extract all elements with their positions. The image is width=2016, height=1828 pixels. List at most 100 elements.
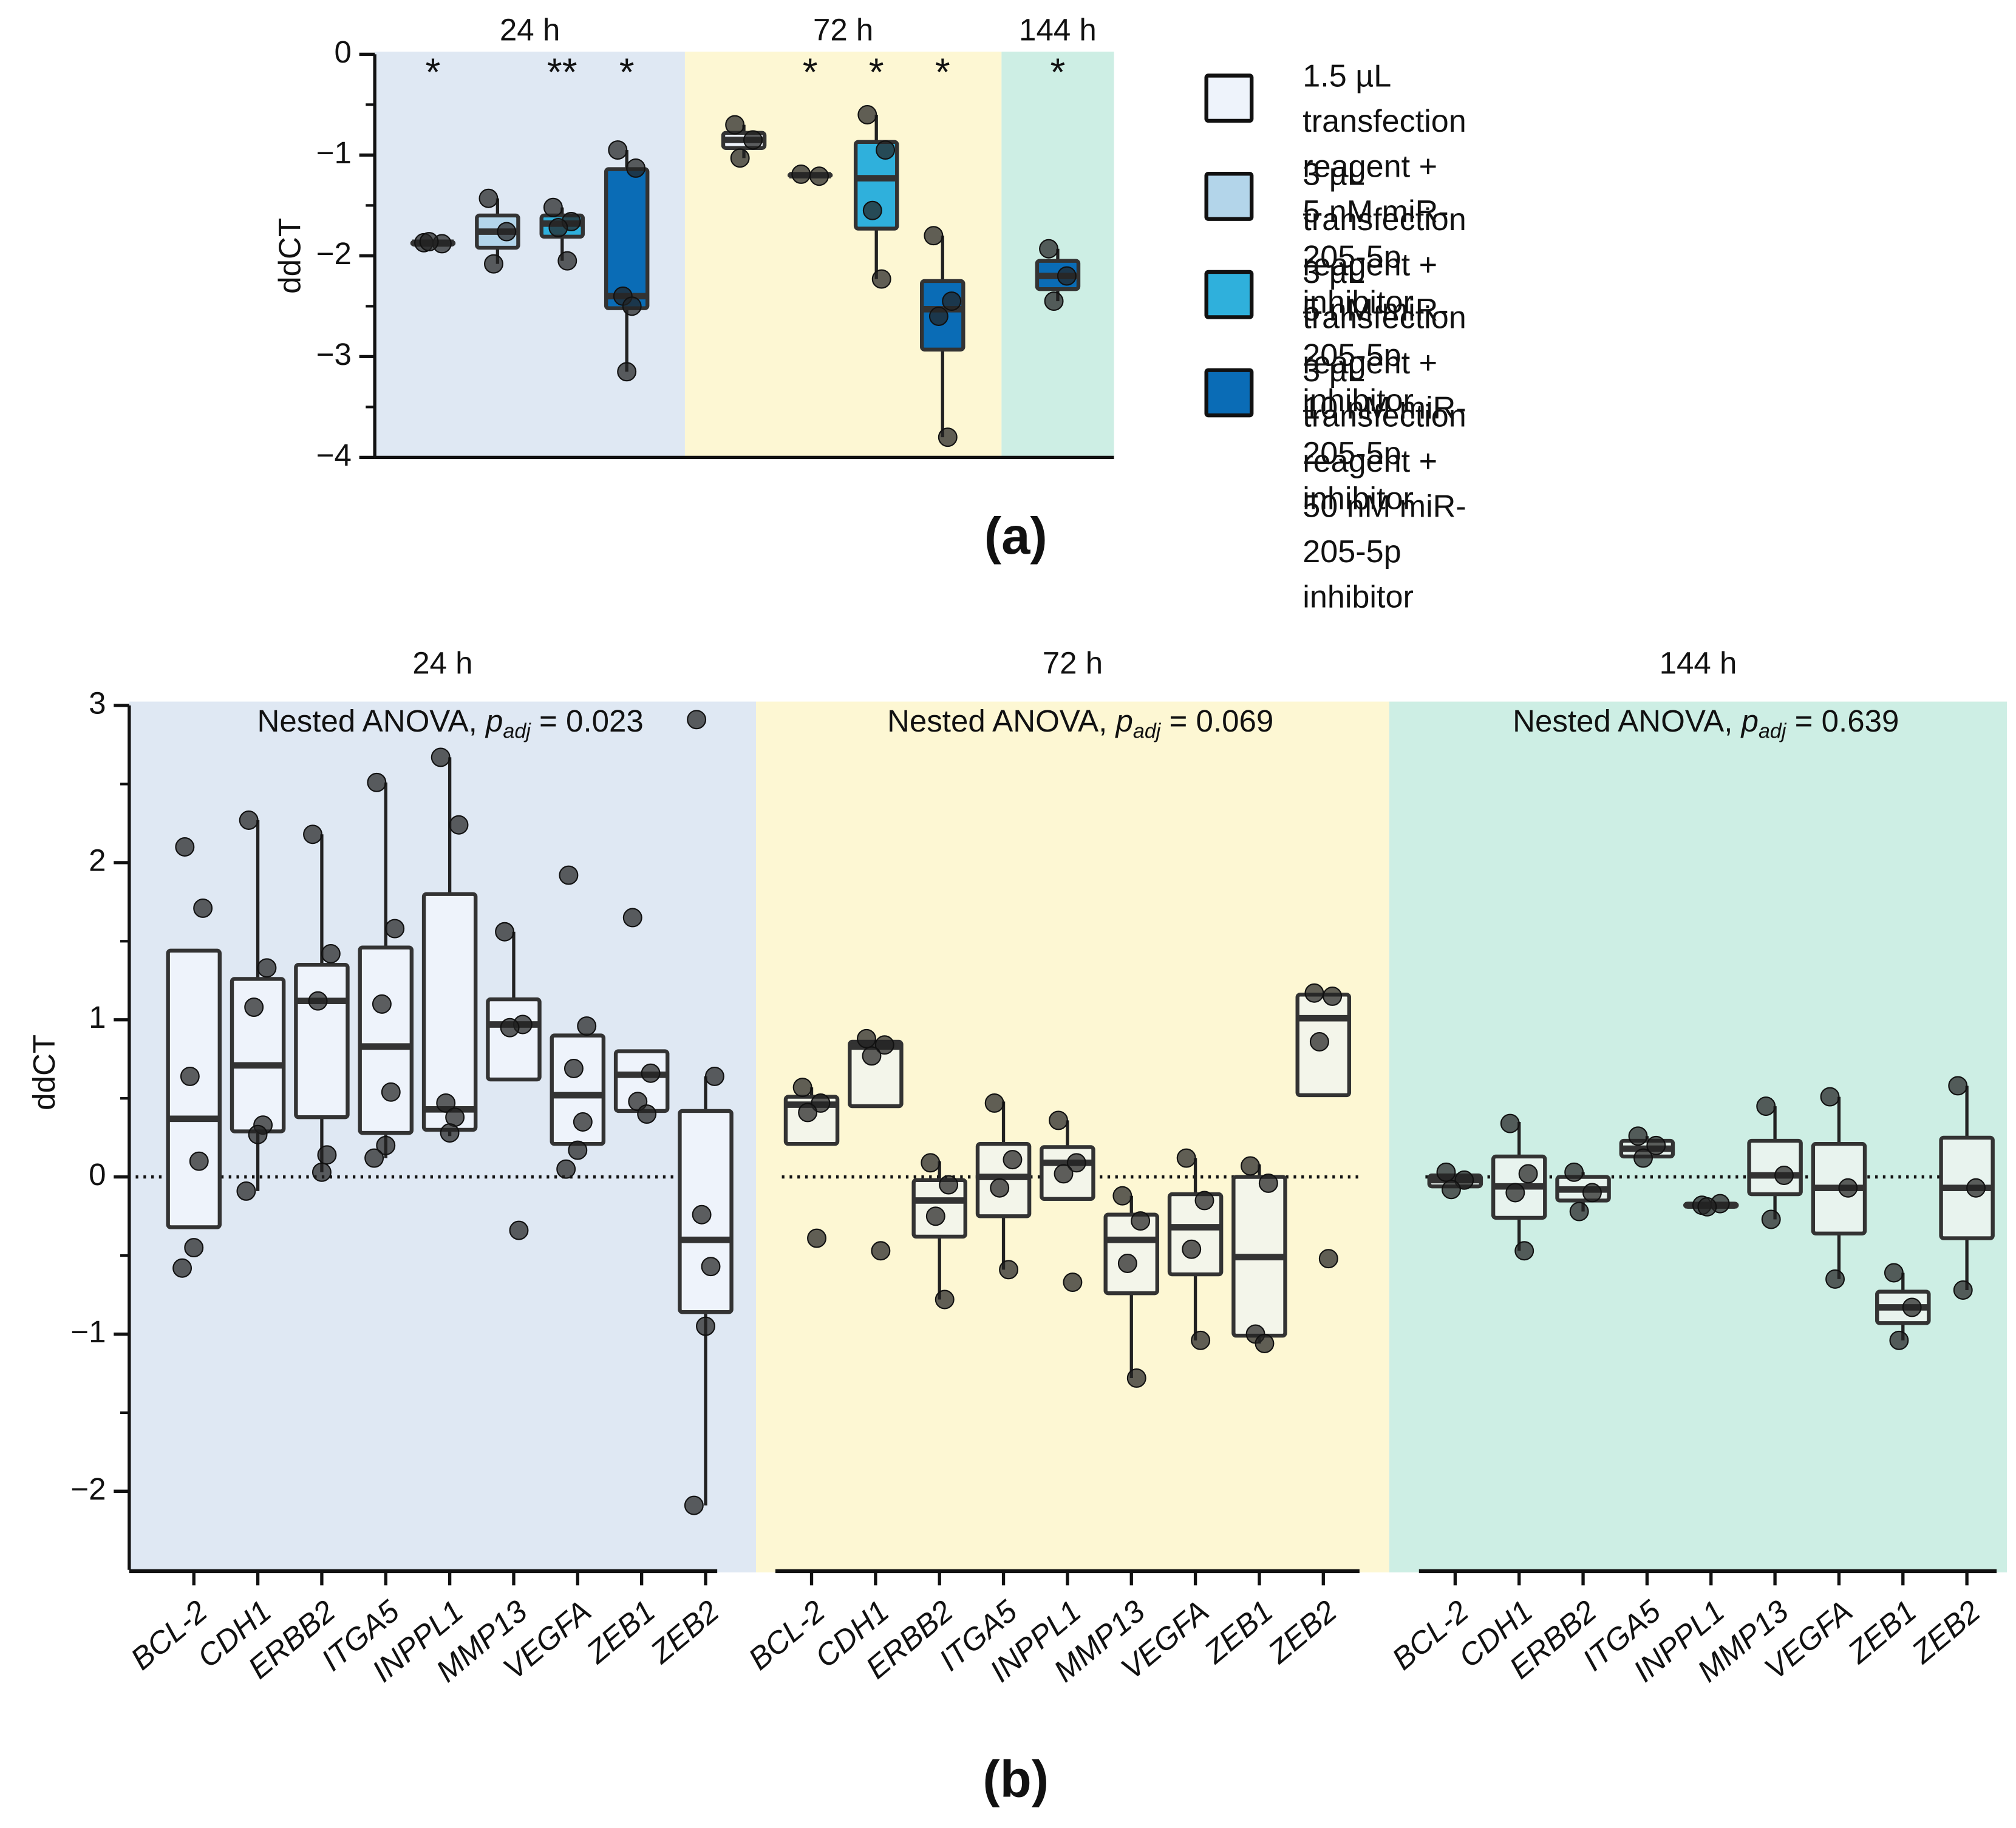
data-point — [1966, 1178, 1986, 1198]
y-tick-label: −1 — [316, 135, 352, 170]
data-point — [431, 747, 451, 767]
panel-background — [684, 52, 1002, 458]
data-point — [939, 1175, 959, 1195]
data-point — [1191, 1330, 1211, 1350]
data-point — [725, 115, 745, 135]
legend-swatch — [1204, 270, 1254, 319]
box — [1167, 1192, 1224, 1277]
data-point — [495, 922, 515, 942]
data-point — [1003, 1150, 1023, 1170]
data-point — [641, 1063, 661, 1083]
data-point — [556, 1159, 576, 1179]
data-point — [942, 291, 962, 311]
box — [294, 962, 350, 1120]
data-point — [935, 1289, 955, 1310]
data-point — [303, 824, 322, 844]
data-point — [1194, 1191, 1214, 1211]
data-point — [990, 1178, 1010, 1198]
data-point — [172, 1258, 192, 1278]
data-point — [811, 1093, 831, 1113]
data-point — [308, 991, 328, 1011]
data-point — [1500, 1113, 1520, 1133]
data-point — [701, 1257, 721, 1277]
group-title: 24 h — [500, 13, 560, 47]
legend-label: 1.5 µL transfection reagent + 5 nM miR-2… — [1303, 59, 1466, 321]
panel-label: (b) — [982, 1750, 1049, 1808]
data-point — [928, 307, 948, 326]
annotation-sub: adj — [503, 720, 531, 743]
data-point — [1057, 266, 1077, 286]
data-point — [385, 919, 405, 939]
data-point — [687, 710, 707, 730]
data-point — [577, 1016, 597, 1036]
data-point — [871, 1241, 891, 1261]
annotation-text: Nested ANOVA, — [1513, 704, 1742, 738]
data-point — [568, 1140, 588, 1160]
data-point — [637, 1104, 657, 1124]
significance: * — [619, 50, 635, 93]
data-point — [175, 837, 195, 857]
data-point — [1633, 1148, 1653, 1168]
y-tick-label: 0 — [89, 1157, 106, 1192]
x-tick-label: BCL-2 — [1386, 1594, 1476, 1677]
y-axis-label: ddCT — [27, 1035, 61, 1110]
data-point — [1442, 1180, 1461, 1200]
data-point — [1884, 1263, 1904, 1283]
data-point — [1889, 1330, 1909, 1350]
significance: * — [869, 50, 884, 93]
data-point — [1518, 1164, 1538, 1184]
x-tick-label: ZEB1 — [1841, 1594, 1922, 1670]
group-title: 72 h — [813, 13, 873, 47]
data-point — [1126, 1368, 1146, 1388]
data-point — [193, 898, 213, 918]
data-point — [364, 1148, 384, 1168]
annotation-rest: = 0.639 — [1786, 704, 1899, 738]
data-point — [1774, 1166, 1794, 1185]
annotation: Nested ANOVA, padj = 0.069 — [887, 704, 1273, 742]
data-point — [792, 1078, 812, 1098]
annotation-p: p — [1740, 704, 1759, 738]
data-point — [696, 1316, 715, 1336]
data-point — [617, 362, 637, 382]
annotation-text: Nested ANOVA, — [887, 704, 1116, 738]
data-point — [564, 1059, 584, 1078]
data-point — [857, 105, 877, 124]
data-point — [236, 1181, 256, 1201]
data-point — [312, 1162, 332, 1182]
data-point — [573, 1112, 593, 1132]
x-tick-label: ZEB1 — [579, 1594, 661, 1670]
data-point — [1436, 1162, 1456, 1182]
panel-label: (a) — [984, 508, 1047, 565]
data-point — [871, 269, 891, 289]
data-point — [1825, 1269, 1845, 1289]
data-point — [1761, 1209, 1781, 1229]
data-point — [1044, 291, 1064, 311]
y-tick-label: 3 — [89, 685, 106, 720]
x-tick-label: ZEB2 — [644, 1594, 726, 1670]
data-point — [862, 1046, 882, 1066]
data-point — [1902, 1297, 1922, 1317]
data-point — [626, 158, 646, 178]
legend-swatch — [1204, 73, 1254, 123]
y-tick-label: 0 — [334, 35, 351, 69]
panel-title: 24 h — [412, 646, 472, 681]
data-point — [921, 1153, 941, 1173]
data-point — [1304, 983, 1324, 1003]
data-point — [367, 772, 387, 792]
y-axis-label: ddCT — [272, 218, 307, 294]
data-point — [984, 1093, 1004, 1113]
data-point — [436, 1093, 456, 1113]
data-point — [1756, 1096, 1776, 1116]
x-tick-label: BCL-2 — [742, 1594, 832, 1677]
data-point — [807, 1228, 826, 1248]
data-point — [1176, 1148, 1196, 1168]
data-point — [419, 232, 439, 252]
data-point — [684, 1495, 704, 1515]
data-point — [184, 1238, 204, 1258]
annotation-sub: adj — [1133, 720, 1162, 743]
data-point — [557, 251, 577, 271]
data-point — [622, 908, 642, 928]
y-tick-label: −1 — [70, 1314, 106, 1349]
data-point — [484, 254, 503, 274]
